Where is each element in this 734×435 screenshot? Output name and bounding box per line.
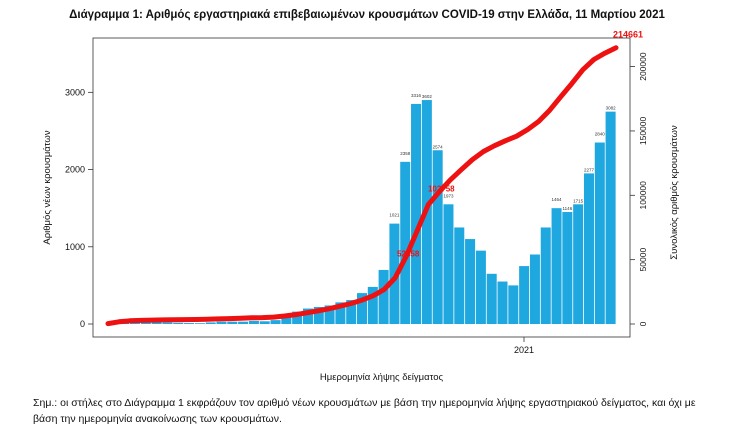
bar [486, 273, 497, 324]
y-right-tick-label: 0 [638, 321, 648, 326]
bar [151, 321, 162, 324]
bar [216, 321, 227, 324]
bar-label: 1715 [573, 198, 584, 203]
bar [238, 321, 249, 324]
bar [551, 208, 562, 324]
bar [562, 212, 573, 324]
bar [411, 103, 422, 325]
bar [583, 173, 594, 324]
bar-label: 3082 [606, 106, 617, 111]
bar [281, 314, 292, 324]
cumulative-line [105, 45, 619, 327]
plot-frame [92, 37, 631, 338]
cumulative-label: 102758 [428, 185, 455, 194]
bar-label: 2358 [400, 151, 411, 156]
bar [378, 269, 389, 324]
bar [519, 266, 530, 324]
cumulative-label: 214661 [613, 30, 643, 40]
y-right-tick-label: 150000 [638, 116, 648, 145]
bar [432, 150, 443, 324]
bar-label: 2840 [595, 132, 606, 137]
bar [259, 321, 270, 324]
bar-label: 1021 [389, 213, 400, 218]
bar [594, 142, 605, 324]
plot-border [92, 37, 631, 338]
x-axis-label: Ημερομηνία λήψης δείγματος [320, 372, 444, 383]
bar [475, 250, 486, 324]
y-right-tick-label: 50000 [638, 248, 648, 272]
bar [184, 323, 195, 324]
bar [573, 204, 584, 324]
bar [162, 322, 173, 324]
bar [605, 111, 616, 324]
bar [356, 293, 368, 324]
bar [465, 239, 476, 324]
bar [302, 308, 313, 324]
bar-series [108, 100, 616, 325]
bar [508, 285, 519, 324]
y-left-tick-label: 3000 [65, 87, 85, 97]
bar-label: 1973 [443, 193, 454, 198]
cumulative-line-series [105, 45, 619, 327]
bar [270, 320, 281, 324]
bar-label: 2574 [433, 144, 444, 149]
bar [367, 286, 378, 324]
y-left-tick-label: 2000 [65, 165, 85, 175]
bar [529, 254, 540, 324]
axes: 0 1000 2000 3000 0 50000 100000 150000 200000 202… [42, 52, 680, 383]
x-tick-label: 2021 [514, 345, 534, 355]
bar-label: 1146 [563, 206, 573, 211]
bar [497, 281, 508, 324]
bar [324, 305, 335, 324]
bar [454, 227, 465, 324]
y-left-tick-label: 0 [80, 319, 85, 329]
bar [540, 227, 551, 324]
y-right-axis-label: Συνολικός αριθμός κρουσμάτων [669, 125, 680, 260]
bar [227, 321, 238, 324]
bar [173, 322, 184, 324]
footnote: Σημ.: οι στήλες στο Διάγραμμα 1 εκφράζου… [33, 397, 696, 425]
y-left-tick-label: 1000 [65, 242, 85, 252]
bar [346, 300, 357, 324]
bar [194, 323, 205, 324]
bar [400, 161, 411, 324]
bar-label: 3316 [411, 93, 422, 98]
bar [443, 204, 454, 324]
y-right-tick-label: 200000 [638, 52, 648, 81]
y-right-tick-label: 100000 [638, 181, 648, 210]
bar-label: 1464 [552, 197, 563, 202]
bar [248, 320, 259, 324]
y-left-axis-label: Αριθμός νέων κρουσμάτων [42, 130, 53, 244]
bar [335, 302, 346, 324]
bar-label: 3602 [422, 94, 433, 99]
bar [292, 311, 303, 324]
bar-label: 2277 [584, 167, 595, 172]
bar [205, 322, 216, 324]
bar [313, 307, 324, 324]
cumulative-label: 52558 [397, 249, 420, 258]
chart-title: Διάγραμμα 1: Αριθμός εργαστηριακά επιβεβ… [69, 9, 665, 21]
